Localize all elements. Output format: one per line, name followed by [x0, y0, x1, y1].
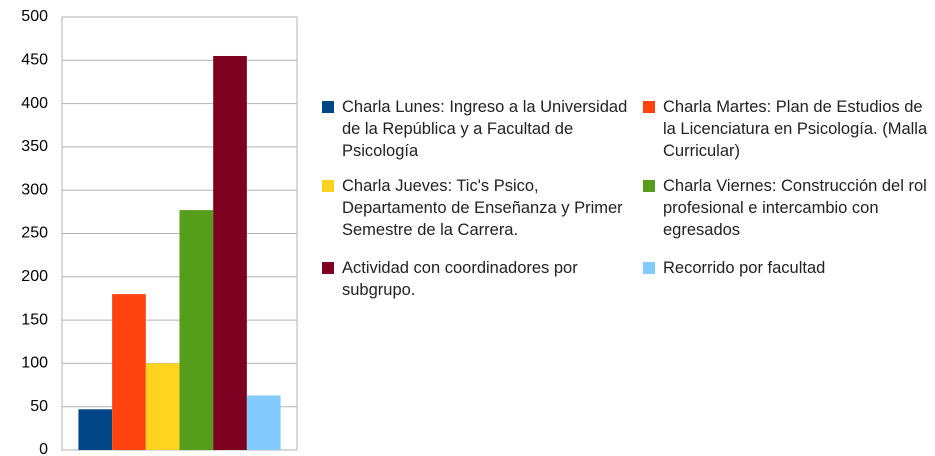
legend-label: Charla Jueves: Tic's Psico, Departamento…	[342, 177, 623, 239]
bar	[179, 210, 214, 450]
bar	[78, 409, 113, 450]
y-tick-label: 350	[21, 138, 48, 155]
y-tick-label: 300	[21, 181, 48, 198]
legend-swatch	[643, 101, 655, 113]
bar	[145, 363, 180, 450]
y-tick-label: 500	[21, 8, 48, 25]
legend-swatch	[643, 180, 655, 192]
legend-swatch	[322, 262, 334, 274]
bar	[213, 55, 247, 450]
y-tick-label: 450	[21, 52, 48, 69]
y-tick-label: 250	[21, 225, 48, 242]
legend-entry: Charla Martes: Plan de Estudios de la Li…	[643, 96, 933, 162]
legend-label: Recorrido por facultad	[663, 259, 826, 277]
legend-label: Charla Viernes: Construcción del rol pro…	[663, 177, 927, 239]
y-tick-label: 0	[39, 441, 48, 456]
legend-label: Charla Martes: Plan de Estudios de la Li…	[663, 98, 928, 160]
legend-swatch	[322, 180, 334, 192]
legend-entry: Charla Lunes: Ingreso a la Universidad d…	[322, 96, 632, 162]
legend-entry: Actividad con coordinadores por subgrupo…	[322, 257, 632, 301]
legend-entry: Charla Jueves: Tic's Psico, Departamento…	[322, 175, 632, 241]
y-tick-label: 50	[30, 398, 48, 415]
legend-label: Charla Lunes: Ingreso a la Universidad d…	[342, 98, 628, 160]
legend-swatch	[643, 262, 655, 274]
y-tick-label: 200	[21, 268, 48, 285]
y-tick-label: 150	[21, 311, 48, 328]
bar	[112, 294, 146, 450]
legend-entry: Recorrido por facultad	[643, 257, 933, 279]
legend-swatch	[322, 101, 334, 113]
y-tick-label: 400	[21, 95, 48, 112]
y-tick-label: 100	[21, 355, 48, 372]
bar	[246, 395, 281, 450]
legend-label: Actividad con coordinadores por subgrupo…	[342, 259, 578, 299]
legend-entry: Charla Viernes: Construcción del rol pro…	[643, 175, 933, 241]
